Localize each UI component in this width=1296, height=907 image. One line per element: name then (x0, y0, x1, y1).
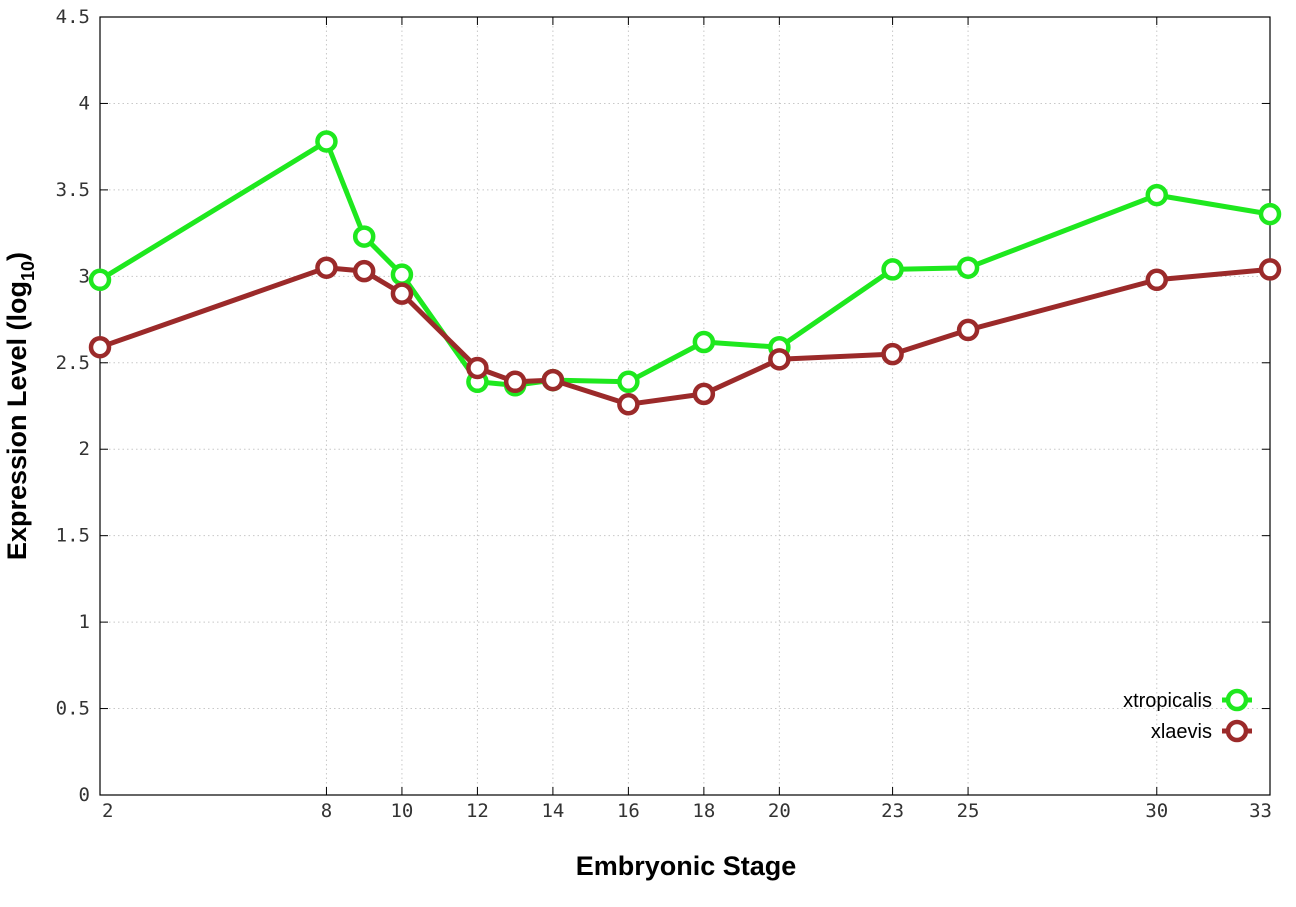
x-axis-title: Embryonic Stage (576, 851, 797, 881)
data-point-xlaevis (617, 393, 640, 416)
y-tick-label: 4 (79, 92, 90, 114)
y-tick-label: 2 (79, 438, 90, 460)
legend-label: xlaevis (1151, 721, 1212, 743)
data-point-xlaevis (1258, 258, 1282, 281)
grid (100, 17, 1270, 795)
y-axis-title-suffix: ) (2, 252, 32, 261)
y-tick-label: 0.5 (56, 698, 90, 720)
series-line-xtropicalis (98, 139, 1271, 388)
y-axis-title-main: Expression Level (log (2, 281, 32, 560)
x-tick-label: 8 (321, 800, 332, 822)
data-point-xlaevis (503, 370, 527, 394)
x-tick-label: 18 (692, 800, 715, 822)
data-point-xtropicalis (352, 225, 376, 248)
y-tick-label: 1.5 (56, 525, 90, 547)
y-axis-title: Expression Level (log10) (2, 252, 38, 560)
data-point-xtropicalis (390, 263, 414, 286)
x-tick-label: 10 (390, 800, 413, 822)
data-point-xlaevis (692, 382, 716, 406)
y-tick-label: 2.5 (56, 352, 90, 374)
x-tick-label: 14 (541, 800, 564, 822)
y-axis-title-subscript: 10 (18, 261, 38, 281)
axis-ticks: 0 0.5 1 1.5 2 2.5 3 3.5 4 4.5 2 8 10 12 14 16 18 20 23 25 30… (56, 6, 1272, 822)
data-point-xlaevis (881, 342, 904, 366)
data-point-xlaevis (541, 368, 565, 392)
series-line-xlaevis (99, 265, 1271, 407)
data-point-xlaevis (956, 318, 980, 342)
legend-marker (1225, 688, 1249, 712)
data-point-xtropicalis (1258, 202, 1282, 226)
data-point-xlaevis (390, 282, 414, 305)
data-point-xtropicalis (617, 370, 640, 394)
data-point-xlaevis (315, 256, 338, 279)
series-xtropicalis (88, 130, 1282, 397)
legend-label: xtropicalis (1123, 690, 1212, 712)
legend-marker (1225, 719, 1249, 743)
series-xlaevis (88, 256, 1282, 416)
data-point-xtropicalis (1145, 183, 1169, 207)
y-tick-label: 3.5 (56, 179, 90, 201)
data-point-xtropicalis (88, 268, 112, 292)
data-point-xtropicalis (881, 258, 904, 281)
x-tick-label: 2 (102, 800, 113, 822)
data-point-xlaevis (352, 259, 376, 283)
series-group (88, 130, 1282, 416)
y-tick-label: 4.5 (56, 6, 90, 28)
data-point-xlaevis (466, 356, 489, 380)
y-tick-label: 3 (79, 265, 90, 287)
data-point-xlaevis (88, 335, 112, 359)
data-point-xtropicalis (315, 130, 338, 153)
x-tick-label: 20 (768, 800, 791, 822)
y-tick-label: 1 (79, 611, 90, 633)
legend: xtropicalis xlaevis (1123, 688, 1252, 743)
x-tick-label: 33 (1249, 800, 1272, 822)
data-point-xtropicalis (956, 256, 980, 279)
x-tick-label: 16 (617, 800, 640, 822)
x-tick-label: 25 (957, 800, 980, 822)
data-point-xlaevis (1145, 268, 1169, 292)
x-tick-label: 30 (1145, 800, 1168, 822)
data-point-xlaevis (768, 348, 791, 371)
y-tick-label: 0 (79, 784, 90, 806)
data-point-xtropicalis (692, 330, 716, 354)
plot-frame (99, 16, 1271, 796)
x-tick-label: 23 (881, 800, 904, 822)
x-tick-label: 12 (466, 800, 489, 822)
